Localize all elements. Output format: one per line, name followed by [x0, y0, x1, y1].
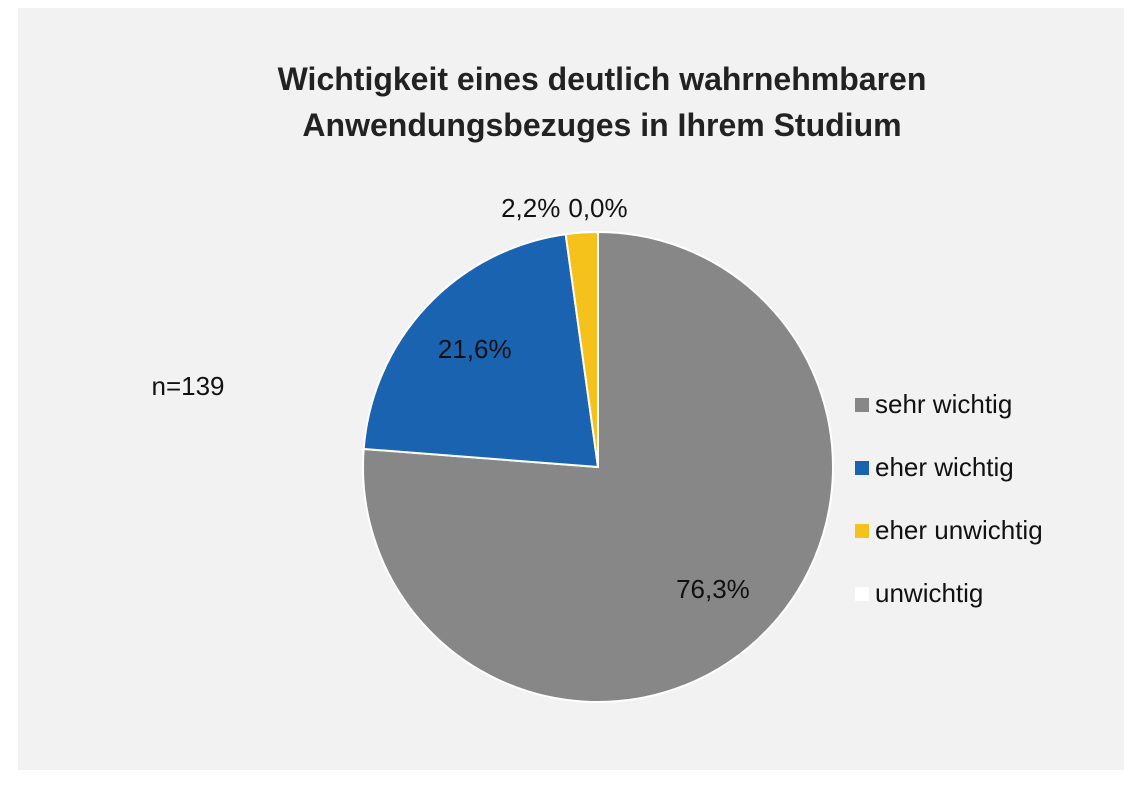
legend-label: eher wichtig — [875, 452, 1014, 482]
sample-size: n=139 — [151, 371, 224, 401]
pie-slice — [362, 233, 600, 469]
legend-swatch — [855, 461, 869, 475]
legend-swatch — [855, 524, 869, 538]
legend-label: sehr wichtig — [875, 389, 1012, 419]
chart-title: Wichtigkeit eines deutlich wahrnehmbaren… — [277, 61, 927, 143]
data-label: 21,6% — [438, 334, 512, 364]
data-label: 76,3% — [676, 574, 750, 604]
legend-swatch — [855, 587, 869, 601]
data-label: 0,0% — [568, 193, 627, 223]
legend-swatch — [855, 398, 869, 412]
legend-label: unwichtig — [875, 578, 983, 608]
legend-label: eher unwichtig — [875, 515, 1043, 545]
data-label: 2,2% — [501, 193, 560, 223]
